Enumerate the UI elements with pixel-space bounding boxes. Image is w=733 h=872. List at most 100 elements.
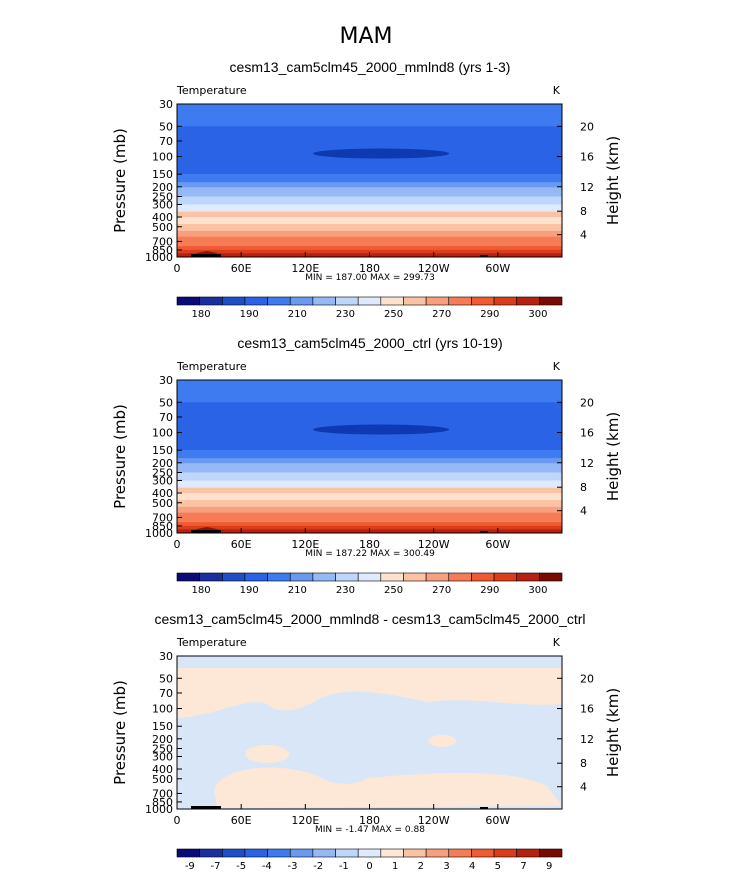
units-label: K xyxy=(553,84,561,97)
colorbar-tick-label: 180 xyxy=(192,309,211,320)
contour-band xyxy=(177,224,562,232)
contour-band xyxy=(177,480,562,488)
colorbar-box xyxy=(176,572,200,582)
colorbar-tick-label: 300 xyxy=(528,309,547,320)
y-tick-label: 70 xyxy=(159,135,173,148)
y-tick-label: 100 xyxy=(152,703,173,716)
y-axis-title-right: Height (km) xyxy=(604,412,622,501)
x-tick-label: 60W xyxy=(485,262,510,275)
colorbar-box xyxy=(448,848,472,858)
x-tick-label: 180 xyxy=(359,538,380,551)
y-tick-label: 70 xyxy=(159,411,173,424)
y-tick-label: 200 xyxy=(152,181,173,194)
y-tick-label: 700 xyxy=(152,235,173,248)
min-max-stats: MIN = 187.00 MAX = 299.73 xyxy=(305,273,435,283)
contour-band xyxy=(177,462,562,474)
colorbar-tick-label: -4 xyxy=(262,861,272,872)
colorbar-box xyxy=(199,572,223,582)
topography-mask xyxy=(480,807,488,809)
colorbar-box xyxy=(403,848,427,858)
figure-title: MAM xyxy=(339,24,392,49)
y-tick-label: 30 xyxy=(159,650,173,663)
colorbar-box xyxy=(176,848,200,858)
x-tick-label: 60E xyxy=(231,538,252,551)
colorbar-box xyxy=(448,572,472,582)
right-tick-label: 8 xyxy=(580,757,587,770)
plot-area xyxy=(177,656,562,809)
y-tick-label: 300 xyxy=(152,750,173,763)
panel-2: cesm13_cam5clm45_2000_ctrl (yrs 10-19) Te… xyxy=(111,335,622,596)
colorbar-box xyxy=(199,848,223,858)
y-tick-label: 500 xyxy=(152,773,173,786)
right-tick-label: 20 xyxy=(580,672,594,685)
contour-band xyxy=(177,174,562,183)
variable-label: Temperature xyxy=(176,636,247,649)
topography-mask xyxy=(191,254,221,257)
colorbar-tick-label: -5 xyxy=(236,861,246,872)
colorbar-tick-label: 210 xyxy=(288,309,307,320)
right-tick-label: 12 xyxy=(580,733,594,746)
colorbar-tick-label: 5 xyxy=(495,861,501,872)
colorbar-tick-label: 2 xyxy=(418,861,424,872)
y-tick-label: 150 xyxy=(152,720,173,733)
y-tick-label: 300 xyxy=(152,198,173,211)
colorbar-tick-label: -9 xyxy=(185,861,195,872)
colorbar-box xyxy=(425,848,450,858)
contour-band xyxy=(177,249,562,254)
colorbar: 180 190 210 230 250 270 290 300 xyxy=(176,572,563,596)
contour-band xyxy=(177,230,562,237)
right-tick-label: 16 xyxy=(580,151,594,164)
topography-mask xyxy=(480,255,488,257)
colorbar-tick-label: 1 xyxy=(392,861,398,872)
x-tick-label: 60W xyxy=(485,538,510,551)
y-tick-label: 250 xyxy=(152,191,173,204)
y-axis-title-right: Height (km) xyxy=(604,136,622,225)
y-tick-label: 250 xyxy=(152,743,173,756)
right-tick-label: 8 xyxy=(580,481,587,494)
x-tick-label: 0 xyxy=(174,262,181,275)
colorbar-box xyxy=(516,848,540,858)
colorbar-box xyxy=(516,572,540,582)
y-tick-label: 700 xyxy=(152,787,173,800)
colorbar-box xyxy=(516,296,540,306)
colorbar-tick-label: 270 xyxy=(432,585,451,596)
colorbar-box xyxy=(267,572,291,582)
colorbar-box xyxy=(471,572,495,582)
colorbar-tick-label: 180 xyxy=(192,585,211,596)
colorbar-tick-label: 210 xyxy=(288,585,307,596)
y-tick-label: 700 xyxy=(152,511,173,524)
colorbar-box xyxy=(425,572,450,582)
colorbar-tick-label: 7 xyxy=(520,861,526,872)
plot-area xyxy=(177,380,562,533)
colorbar-box xyxy=(471,296,495,306)
colorbar-box xyxy=(471,848,495,858)
y-tick-label: 500 xyxy=(152,497,173,510)
colorbar-box xyxy=(403,296,427,306)
colorbar-box xyxy=(221,296,246,306)
colorbar: -9 -7 -5 -4 -3 -2 -1 0 1 2 3 4 5 7 9 xyxy=(176,848,563,872)
colorbar-box xyxy=(380,296,404,306)
colorbar-tick-label: 9 xyxy=(546,861,552,872)
panel-3: cesm13_cam5clm45_2000_mmlnd8 - cesm13_ca… xyxy=(111,611,622,872)
colorbar-box xyxy=(493,848,518,858)
right-tick-label: 16 xyxy=(580,703,594,716)
panel-1: cesm13_cam5clm45_2000_mmlnd8 (yrs 1-3) Te… xyxy=(111,59,622,320)
colorbar-box xyxy=(244,296,268,306)
variable-label: Temperature xyxy=(176,360,247,373)
colorbar-box xyxy=(267,848,291,858)
y-axis-title-right: Height (km) xyxy=(604,688,622,777)
colorbar-box xyxy=(357,572,382,582)
y-axis-title: Pressure (mb) xyxy=(111,680,129,785)
plot-area xyxy=(177,104,562,257)
contour-band xyxy=(177,493,562,501)
colorbar-box xyxy=(425,296,450,306)
x-tick-label: 0 xyxy=(174,814,181,827)
colorbar-box xyxy=(539,848,563,858)
contour-band xyxy=(177,458,562,464)
y-tick-label: 30 xyxy=(159,374,173,387)
colorbar-box xyxy=(176,296,200,306)
contour-band xyxy=(177,241,562,247)
contour-band xyxy=(177,217,562,225)
y-tick-label: 850 xyxy=(152,796,173,809)
x-tick-label: 60E xyxy=(231,814,252,827)
